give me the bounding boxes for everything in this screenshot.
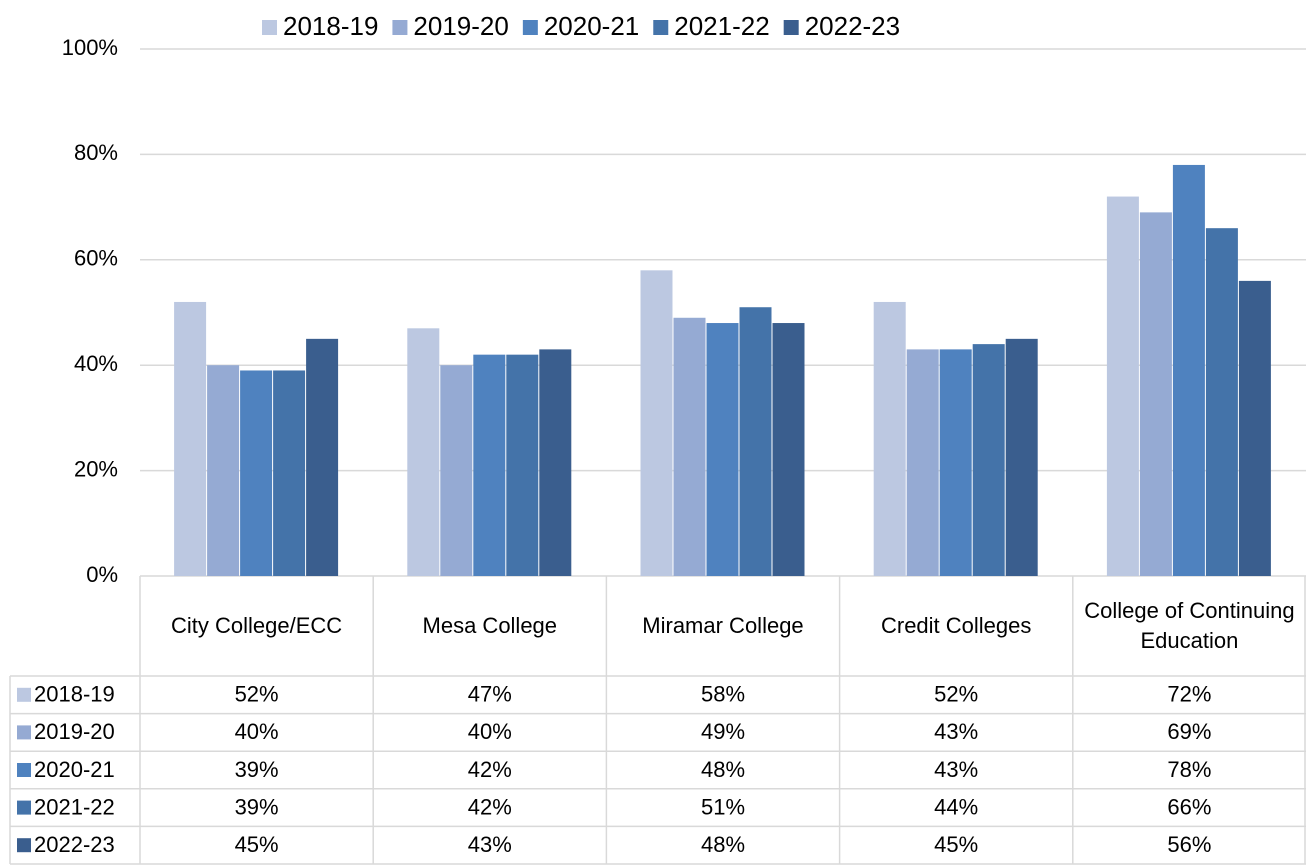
x-tick-label: City College/ECC <box>171 613 343 638</box>
legend-swatch <box>262 20 277 35</box>
bar <box>1106 196 1139 576</box>
bar <box>407 328 440 576</box>
data-label: 45% <box>934 832 978 857</box>
legend-swatch <box>522 20 538 35</box>
data-label: 45% <box>235 832 279 857</box>
legend-label: 2020-21 <box>544 11 639 41</box>
bar <box>1172 164 1205 576</box>
bar <box>1005 338 1038 576</box>
data-label: 43% <box>934 757 978 782</box>
legend-swatch <box>17 687 31 702</box>
bar <box>972 344 1005 576</box>
data-label: 52% <box>934 682 978 707</box>
x-tick-label: Mesa College <box>422 613 558 638</box>
bar <box>440 365 473 576</box>
data-label: 69% <box>1167 719 1211 744</box>
bar <box>240 370 273 576</box>
data-label: 44% <box>934 794 978 819</box>
bar <box>873 301 906 576</box>
row-label: 2021-22 <box>34 794 115 819</box>
data-label: 39% <box>235 794 279 819</box>
data-label: 78% <box>1167 757 1211 782</box>
bar <box>640 270 673 576</box>
bar <box>174 301 207 576</box>
data-label: 72% <box>1167 682 1211 707</box>
legend-swatch <box>783 20 799 35</box>
data-label: 47% <box>468 682 512 707</box>
row-label: 2018-19 <box>34 682 115 707</box>
legend-swatch <box>17 800 31 815</box>
data-label: 43% <box>468 832 512 857</box>
data-label: 42% <box>468 757 512 782</box>
bar <box>739 307 772 576</box>
legend-label: 2018-19 <box>283 11 378 41</box>
y-tick-label: 0% <box>86 562 118 587</box>
data-label: 58% <box>701 682 745 707</box>
legend-label: 2022-23 <box>805 11 900 41</box>
bar <box>673 317 706 576</box>
data-label: 40% <box>235 719 279 744</box>
data-label: 48% <box>701 832 745 857</box>
bar <box>473 354 506 576</box>
data-label: 43% <box>934 719 978 744</box>
data-label: 66% <box>1167 794 1211 819</box>
row-label: 2020-21 <box>34 757 115 782</box>
legend-swatch <box>17 725 31 740</box>
data-label: 48% <box>701 757 745 782</box>
row-label: 2022-23 <box>34 832 115 857</box>
bar <box>906 349 939 576</box>
bar <box>506 354 539 576</box>
x-tick-label: College of Continuing Education <box>1084 598 1295 653</box>
y-tick-label: 40% <box>74 351 118 376</box>
bar <box>207 365 240 576</box>
bar <box>539 349 572 576</box>
data-label: 56% <box>1167 832 1211 857</box>
data-label: 49% <box>701 719 745 744</box>
legend-swatch <box>17 838 31 853</box>
legend-swatch <box>392 20 408 35</box>
x-tick-label: Credit Colleges <box>880 613 1032 638</box>
legend-label: 2019-20 <box>413 11 508 41</box>
legend-label: 2021-22 <box>674 11 769 41</box>
bar <box>1139 212 1172 576</box>
legend-swatch <box>653 20 669 35</box>
data-label: 39% <box>235 757 279 782</box>
bar <box>1205 228 1238 576</box>
data-label: 52% <box>235 682 279 707</box>
data-label: 51% <box>701 794 745 819</box>
row-label: 2019-20 <box>34 719 115 744</box>
bar <box>772 323 805 576</box>
bar <box>706 323 739 576</box>
bar <box>273 370 306 576</box>
y-tick-label: 20% <box>74 456 118 481</box>
x-tick-label: Miramar College <box>642 613 804 638</box>
y-tick-label: 80% <box>74 140 118 165</box>
data-label: 40% <box>468 719 512 744</box>
y-tick-label: 100% <box>62 35 118 60</box>
legend-swatch <box>17 763 31 777</box>
bar <box>306 338 339 576</box>
y-tick-label: 60% <box>74 246 118 271</box>
bar <box>1238 280 1271 576</box>
data-label: 42% <box>468 794 512 819</box>
bar <box>939 349 972 576</box>
